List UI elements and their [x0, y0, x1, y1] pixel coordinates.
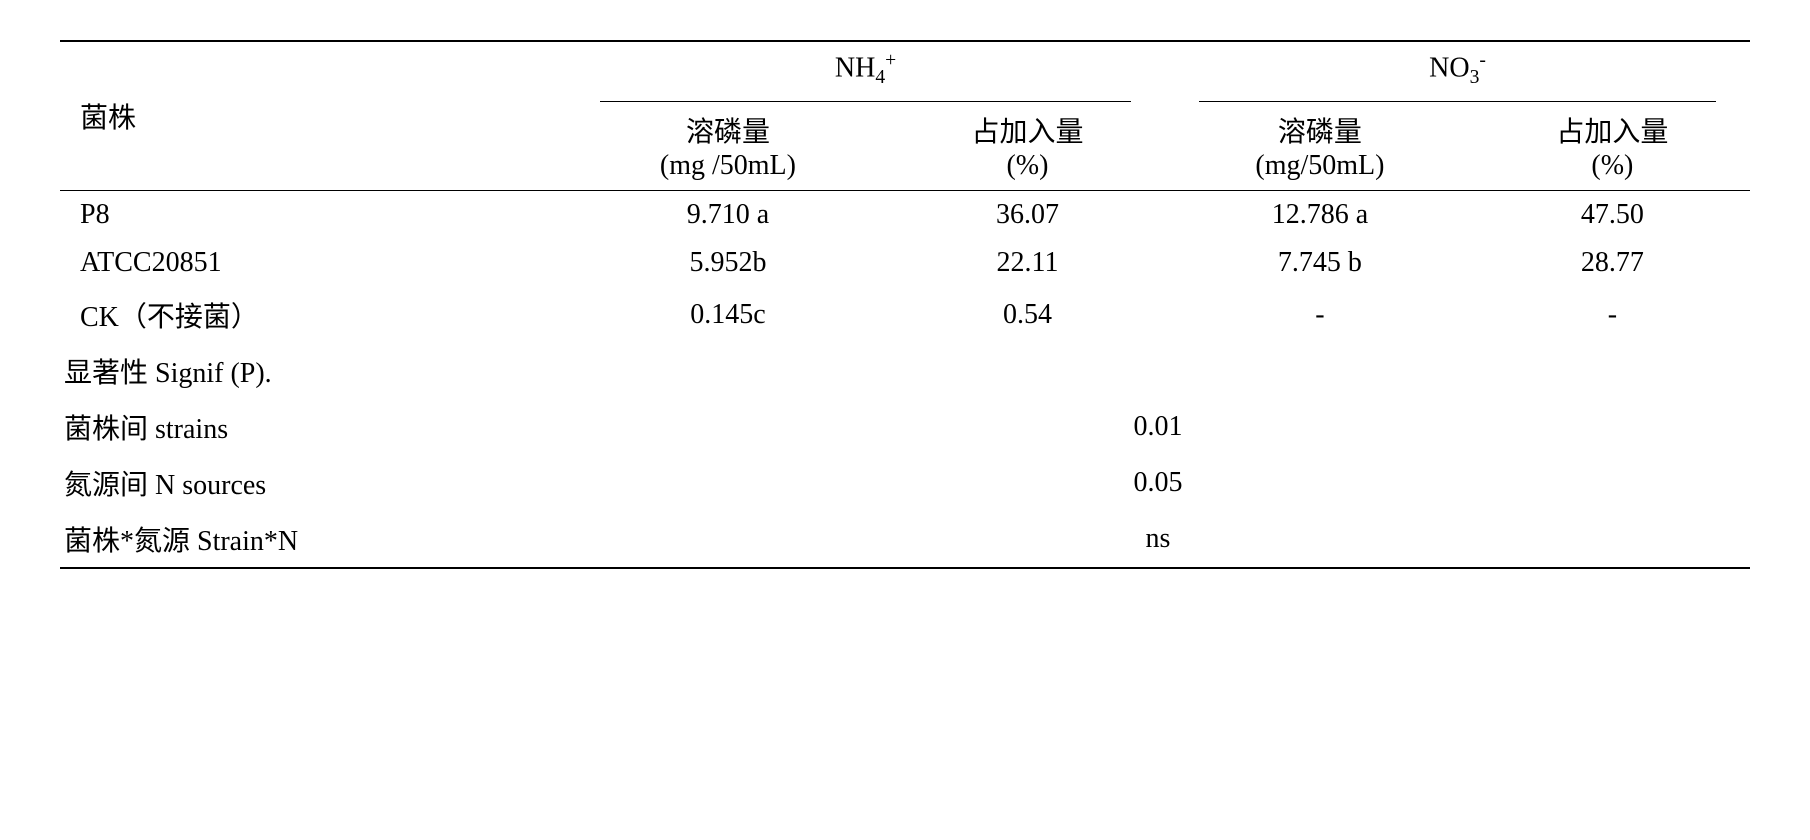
value-cell: 22.11 [890, 239, 1165, 287]
subhead-c2: 占加入量(%) [890, 102, 1165, 191]
subhead-c4: 占加入量(%) [1475, 102, 1750, 191]
nsource-label: 氮源间 N sources [60, 455, 566, 511]
table-row: CK（不接菌） 0.145c 0.54 - - [60, 287, 1750, 343]
interaction-label: 菌株*氮源 Strain*N [60, 511, 566, 568]
strain-cell: ATCC20851 [60, 239, 566, 287]
header-strain: 菌株 [60, 41, 566, 190]
signif-row: 氮源间 N sources 0.05 [60, 455, 1750, 511]
value-cell: 0.54 [890, 287, 1165, 343]
subhead-c1: 溶磷量(mg /50mL) [566, 102, 890, 191]
table-row: P8 9.710 a 36.07 12.786 a 47.50 [60, 190, 1750, 239]
value-cell: 0.145c [566, 287, 890, 343]
strain-cell: CK（不接菌） [60, 287, 566, 343]
signif-header-row: 显著性 Signif (P). [60, 343, 1750, 399]
nsource-value: 0.05 [566, 455, 1750, 511]
signif-row: 菌株间 strains 0.01 [60, 399, 1750, 455]
header-group-nh4: NH4+ [566, 41, 1165, 97]
value-cell: 5.952b [566, 239, 890, 287]
strain-cell: P8 [60, 190, 566, 239]
data-table: 菌株 NH4+ NO3- 溶磷量(mg /50mL) 占加入量(%) 溶磷量(m… [60, 40, 1750, 569]
value-cell: 47.50 [1475, 190, 1750, 239]
value-cell: - [1475, 287, 1750, 343]
interaction-value: ns [566, 511, 1750, 568]
table-row: ATCC20851 5.952b 22.11 7.745 b 28.77 [60, 239, 1750, 287]
value-cell: 28.77 [1475, 239, 1750, 287]
subhead-c3: 溶磷量(mg/50mL) [1165, 102, 1475, 191]
value-cell: 7.745 b [1165, 239, 1475, 287]
strains-value: 0.01 [566, 399, 1750, 455]
signif-row: 菌株*氮源 Strain*N ns [60, 511, 1750, 568]
header-group-no3: NO3- [1165, 41, 1750, 97]
value-cell: - [1165, 287, 1475, 343]
value-cell: 12.786 a [1165, 190, 1475, 239]
value-cell: 9.710 a [566, 190, 890, 239]
value-cell: 36.07 [890, 190, 1165, 239]
strains-label: 菌株间 strains [60, 399, 566, 455]
signif-label: 显著性 Signif (P). [60, 343, 1750, 399]
